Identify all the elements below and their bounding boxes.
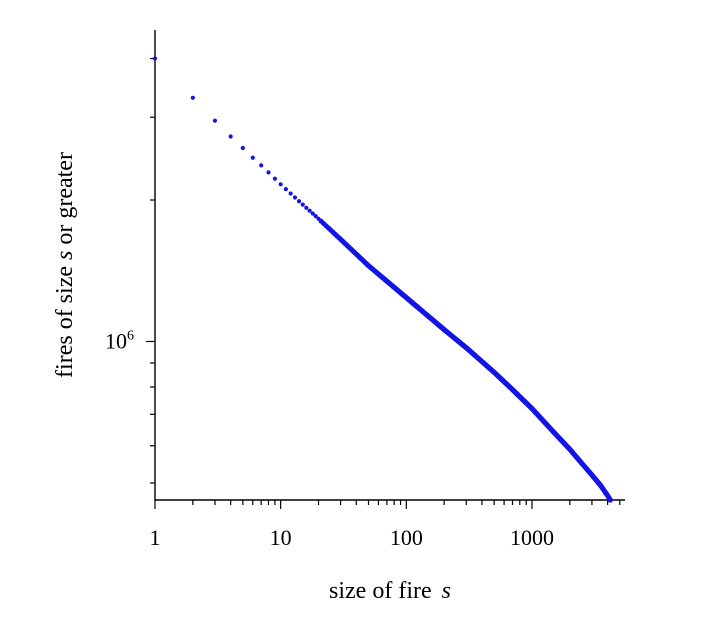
data-point (259, 163, 264, 168)
data-point (272, 176, 278, 181)
data-point (304, 205, 309, 210)
data-points (152, 56, 613, 503)
x-axis-title: size of fire s (329, 578, 451, 604)
data-point (152, 56, 158, 61)
data-point (228, 134, 233, 139)
data-point (266, 170, 271, 175)
data-point (240, 145, 245, 151)
x-tick-label: 100 (390, 525, 423, 550)
data-point (296, 199, 302, 204)
x-tick-label: 1000 (510, 525, 554, 550)
data-point (212, 118, 218, 123)
data-point (250, 155, 255, 160)
data-point (307, 208, 312, 213)
data-point (313, 214, 318, 219)
data-point (292, 195, 298, 200)
data-point (283, 186, 288, 192)
y-tick-label: 106 (105, 328, 134, 353)
x-tick-label: 1 (150, 525, 161, 550)
data-point (300, 202, 305, 207)
data-point (288, 191, 293, 196)
data-point (607, 497, 613, 503)
data-point (190, 95, 195, 100)
x-axis-variable: s (442, 578, 451, 604)
y-axis-variable: s (52, 251, 78, 260)
axes (154, 30, 625, 501)
data-point (278, 182, 283, 187)
y-axis-title: fires of size s or greater (52, 152, 78, 378)
data-point (310, 211, 315, 216)
axis-ticks: 1 10 100 1000 106 (105, 57, 621, 550)
x-tick-label: 10 (270, 525, 292, 550)
